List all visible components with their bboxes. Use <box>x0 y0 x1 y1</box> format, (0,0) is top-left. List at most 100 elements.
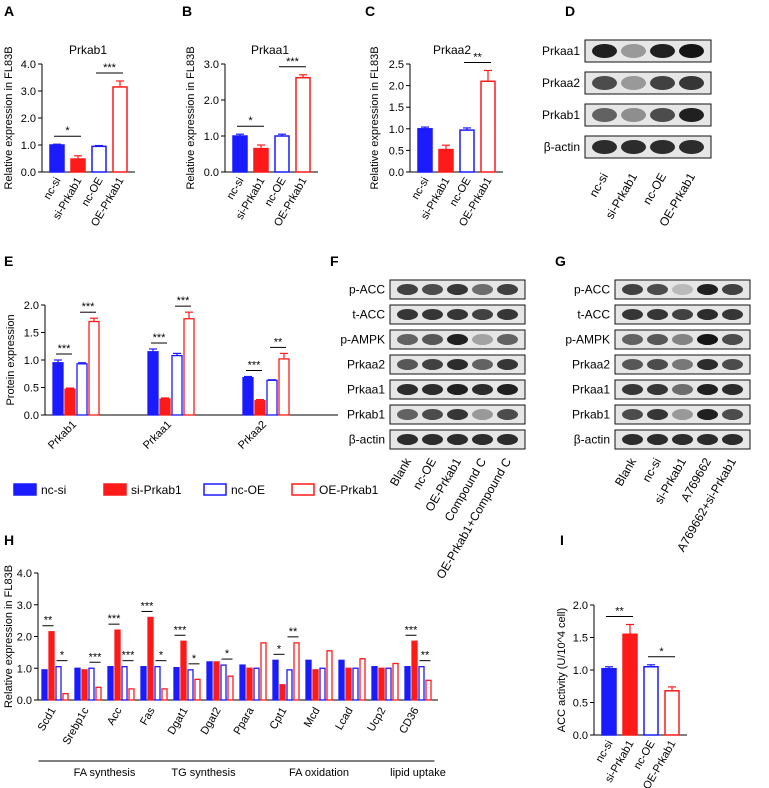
bar <box>352 667 359 701</box>
bar <box>220 664 227 701</box>
bar <box>278 358 290 416</box>
group-label: lipid uptake <box>390 767 446 779</box>
legend-label: si-Prkab1 <box>131 483 182 497</box>
bar <box>266 379 278 416</box>
y-tick-label: 1.0 <box>24 355 39 367</box>
blot-band <box>497 309 518 320</box>
blot-row-label: Prkab1 <box>542 108 580 122</box>
bar <box>312 669 319 701</box>
blot-band <box>697 384 718 395</box>
significance-label: ** <box>473 51 482 63</box>
blot-band <box>622 284 643 295</box>
significance-label: * <box>659 646 664 658</box>
blot-row-label: β-actin <box>574 433 610 447</box>
blot-frame <box>584 71 712 95</box>
x-tick-label: Srebp1c <box>61 705 92 747</box>
bar <box>274 135 290 173</box>
significance-label: * <box>192 653 197 665</box>
x-tick-label: Scd1 <box>36 706 59 734</box>
bar <box>254 400 266 416</box>
bar <box>49 144 65 173</box>
blot-row-label: t-ACC <box>352 308 385 322</box>
bar <box>183 318 195 416</box>
blot-band <box>422 284 443 295</box>
blot-band <box>497 284 518 295</box>
bar <box>305 659 312 701</box>
blot-band <box>472 334 493 345</box>
blot-band <box>697 409 718 420</box>
blot-row-label: p-ACC <box>574 283 610 297</box>
significance-label: *** <box>174 624 188 636</box>
blot-band <box>722 284 743 295</box>
blot-band <box>422 334 443 345</box>
x-tick-label: CD36 <box>397 706 421 736</box>
blot-band <box>722 384 743 395</box>
y-axis-label: Relative expression in FL83B <box>369 46 381 189</box>
blot-band <box>621 44 646 58</box>
blot-band <box>672 359 693 370</box>
y-axis-label: ACC activity (U/10^4 cell) <box>556 608 568 732</box>
y-tick-label: 2.0 <box>389 81 404 93</box>
bar <box>326 650 333 701</box>
significance-label: *** <box>82 301 96 313</box>
panel-label-b: B <box>182 3 192 19</box>
legend-swatch <box>291 483 315 496</box>
blot-band <box>472 384 493 395</box>
blot-band <box>622 384 643 395</box>
significance-label: * <box>60 650 65 662</box>
blot-frame <box>614 279 751 300</box>
blot-g: p-ACC t-ACC p-AMPK Prkaa2 Prkaa1 Prkab1 β-acti… <box>565 279 751 554</box>
y-tick-label: 2.5 <box>389 59 404 71</box>
significance-label: *** <box>248 360 262 372</box>
bar <box>378 667 385 701</box>
group-label: FA oxidation <box>289 767 349 779</box>
bar <box>187 669 194 701</box>
blot-band <box>650 76 675 90</box>
blot-lane-label: nc-si <box>586 171 611 200</box>
bar <box>338 659 345 701</box>
y-axis-label: Protein expression <box>5 314 17 405</box>
bar <box>253 667 260 701</box>
y-tick-label: 3.0 <box>17 600 32 612</box>
x-tick-label: Dgat2 <box>199 706 224 737</box>
blot-band <box>622 309 643 320</box>
chart-h: Relative expression in FL83B 0.0 1.0 2.0 3.0… <box>3 565 446 779</box>
blot-band <box>622 434 643 445</box>
bar <box>260 642 267 701</box>
blot-band <box>697 334 718 345</box>
bar <box>246 667 253 701</box>
significance-label: ** <box>44 615 53 627</box>
blot-row-label: Prkab1 <box>572 408 610 422</box>
blot-band <box>647 384 668 395</box>
bar <box>140 666 147 701</box>
panel-label-h: H <box>4 532 14 548</box>
blot-band <box>397 434 418 445</box>
panel-label-e: E <box>4 253 13 269</box>
blot-band <box>472 434 493 445</box>
bar <box>147 351 159 416</box>
blot-band <box>647 284 668 295</box>
blot-frame <box>584 39 712 63</box>
significance-label: ** <box>289 626 298 638</box>
blot-band <box>472 309 493 320</box>
blot-band <box>697 284 718 295</box>
significance-label: *** <box>141 600 155 612</box>
blot-band <box>497 434 518 445</box>
bar <box>91 145 107 173</box>
y-tick-label: 0.0 <box>24 410 39 422</box>
blot-lane-label: nc-si <box>639 456 664 485</box>
blot-band <box>447 409 468 420</box>
significance-label: * <box>159 650 164 662</box>
x-tick-label: Fas <box>138 705 158 727</box>
blot-band <box>722 409 743 420</box>
legend-label: nc-OE <box>231 483 265 497</box>
bar <box>173 666 180 701</box>
legend-swatch <box>13 483 37 496</box>
x-tick-label: Lcad <box>333 706 355 733</box>
blot-row-label: Prkaa1 <box>347 383 385 397</box>
blot-band <box>447 334 468 345</box>
blot-band <box>397 284 418 295</box>
blot-band <box>472 409 493 420</box>
blot-band <box>679 108 704 122</box>
y-tick-label: 1.0 <box>17 663 32 675</box>
